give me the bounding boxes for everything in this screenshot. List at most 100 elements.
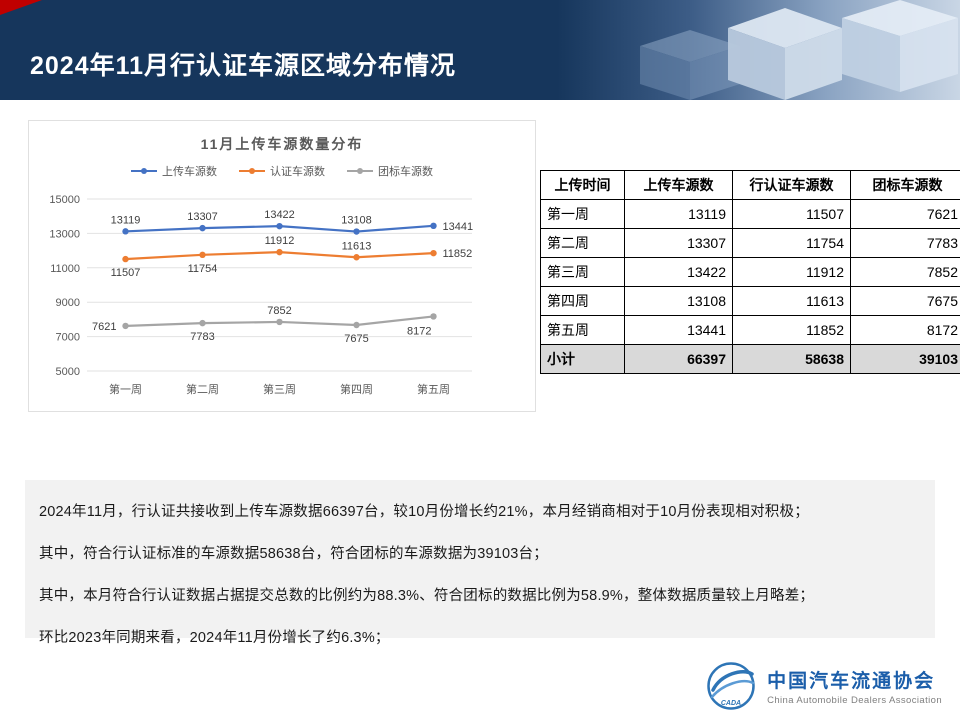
- chart-legend: 上传车源数 认证车源数 团标车源数: [29, 163, 535, 179]
- data-point: [430, 313, 437, 320]
- chart-card: 11月上传车源数量分布 上传车源数 认证车源数 团标车源数 5000 7000 9000…: [28, 120, 536, 412]
- data-label: 11912: [265, 235, 295, 247]
- table-cell: 7783: [850, 228, 960, 258]
- table-cell: 13422: [624, 257, 733, 287]
- data-label: 13119: [111, 214, 141, 226]
- legend-label: 团标车源数: [378, 166, 433, 178]
- x-tick-label: 第一周: [109, 382, 142, 396]
- legend-item: 认证车源数: [239, 163, 325, 179]
- table-cell: 第五周: [540, 315, 625, 345]
- table-cell: 8172: [850, 315, 960, 345]
- x-tick-label: 第五周: [417, 382, 450, 396]
- data-point: [199, 251, 206, 259]
- legend-marker-icon: [131, 168, 157, 174]
- table-header-cell: 上传时间: [540, 170, 625, 200]
- summary-line: 环比2023年同期来看，2024年11月份增长了约6.3%；: [39, 630, 390, 646]
- table-total-cell: 小计: [540, 344, 625, 374]
- org-name-cn: 中国汽车流通协会: [767, 671, 936, 692]
- data-label: 11754: [188, 263, 218, 275]
- table-total-row: 小计 66397 58638 39103: [540, 344, 960, 374]
- data-point: [122, 322, 129, 330]
- logo-text: CADA: [721, 700, 741, 707]
- x-tick-label: 第三周: [263, 382, 296, 396]
- legend-marker-icon: [239, 168, 265, 174]
- table-row: 第二周 13307 11754 7783: [540, 228, 960, 258]
- cube-shape: [640, 30, 740, 100]
- data-point: [122, 228, 129, 235]
- table-cell: 13307: [624, 228, 733, 258]
- data-label: 7675: [344, 333, 368, 345]
- data-point: [276, 248, 283, 256]
- data-point: [122, 255, 129, 263]
- data-label: 11507: [111, 267, 141, 279]
- cada-logo-icon: CADA: [707, 662, 755, 710]
- slide-header: 2024年11月行认证车源区域分布情况: [0, 0, 960, 100]
- org-name-en: China Automobile Dealers Association: [767, 695, 942, 706]
- data-point: [199, 319, 206, 327]
- table-cell: 7852: [850, 257, 960, 287]
- table-cell: 13119: [624, 199, 733, 229]
- data-point: [430, 249, 437, 257]
- summary-box: 2024年11月，行认证共接收到上传车源数据66397台，较10月份增长约21%…: [25, 480, 935, 646]
- cube-shape: [842, 0, 958, 92]
- data-point: [353, 228, 360, 235]
- table-row: 第一周 13119 11507 7621: [540, 199, 960, 229]
- y-tick-label: 9000: [56, 297, 80, 309]
- table-header-cell: 上传车源数: [624, 170, 733, 200]
- y-tick-label: 5000: [56, 366, 80, 378]
- line-chart: 5000 7000 9000 11000 13000 15000 第一周 第二周 第三周 第四周 第…: [49, 194, 474, 396]
- summary-line: 2024年11月，行认证共接收到上传车源数据66397台，较10月份增长约21%…: [39, 504, 809, 520]
- table-cell: 11754: [732, 228, 851, 258]
- table-cell: 第一周: [540, 199, 625, 229]
- table-row: 第三周 13422 11912 7852: [540, 257, 960, 287]
- data-point: [353, 321, 360, 329]
- x-tick-label: 第二周: [186, 382, 219, 396]
- table-cell: 7621: [850, 199, 960, 229]
- summary-line: 其中，符合行认证标准的车源数据58638台，符合团标的车源数据为39103台；: [39, 546, 548, 562]
- table-total-cell: 58638: [732, 344, 851, 374]
- data-label: 13108: [341, 215, 372, 227]
- data-point: [276, 318, 283, 326]
- table-cell: 7675: [850, 286, 960, 316]
- data-label: 11852: [443, 248, 473, 260]
- table-row: 第五周 13441 11852 8172: [540, 315, 960, 345]
- corner-accent: [0, 0, 42, 15]
- table-cell: 11613: [732, 286, 851, 316]
- data-label: 13441: [443, 221, 474, 233]
- data-point: [353, 254, 360, 261]
- cube-shape: [728, 8, 842, 100]
- y-tick-label: 13000: [49, 228, 80, 240]
- table-header-cell: 行认证车源数: [732, 170, 851, 200]
- y-tick-label: 15000: [49, 194, 80, 206]
- table-cell: 13441: [624, 315, 733, 345]
- header-cubes-image: [640, 0, 958, 100]
- table-cell: 第四周: [540, 286, 625, 316]
- table-cell: 13108: [624, 286, 733, 316]
- page-title: 2024年11月行认证车源区域分布情况: [30, 52, 457, 80]
- data-label: 13307: [187, 211, 218, 223]
- table-row: 第四周 13108 11613 7675: [540, 286, 960, 316]
- data-point: [430, 222, 437, 230]
- data-point: [276, 222, 283, 230]
- legend-label: 上传车源数: [162, 166, 217, 178]
- data-label: 7852: [267, 305, 291, 317]
- data-point: [199, 224, 206, 232]
- table-cell: 11912: [732, 257, 851, 287]
- y-tick-label: 11000: [50, 263, 80, 275]
- data-label: 11613: [342, 240, 372, 252]
- data-label: 13422: [264, 209, 295, 221]
- table-cell: 第二周: [540, 228, 625, 258]
- data-label: 7621: [92, 321, 116, 333]
- y-tick-label: 7000: [56, 332, 80, 344]
- table-header-cell: 团标车源数: [850, 170, 960, 200]
- summary-line: 其中，本月符合行认证数据占据提交总数的比例约为88.3%、符合团标的数据比例为5…: [39, 588, 815, 604]
- x-tick-label: 第四周: [340, 382, 373, 396]
- legend-label: 认证车源数: [270, 166, 325, 178]
- table-cell: 第三周: [540, 257, 625, 287]
- table-total-cell: 66397: [624, 344, 733, 374]
- data-label: 7783: [190, 331, 214, 343]
- table-cell: 11852: [732, 315, 851, 345]
- chart-title: 11月上传车源数量分布: [200, 136, 364, 152]
- table-cell: 11507: [732, 199, 851, 229]
